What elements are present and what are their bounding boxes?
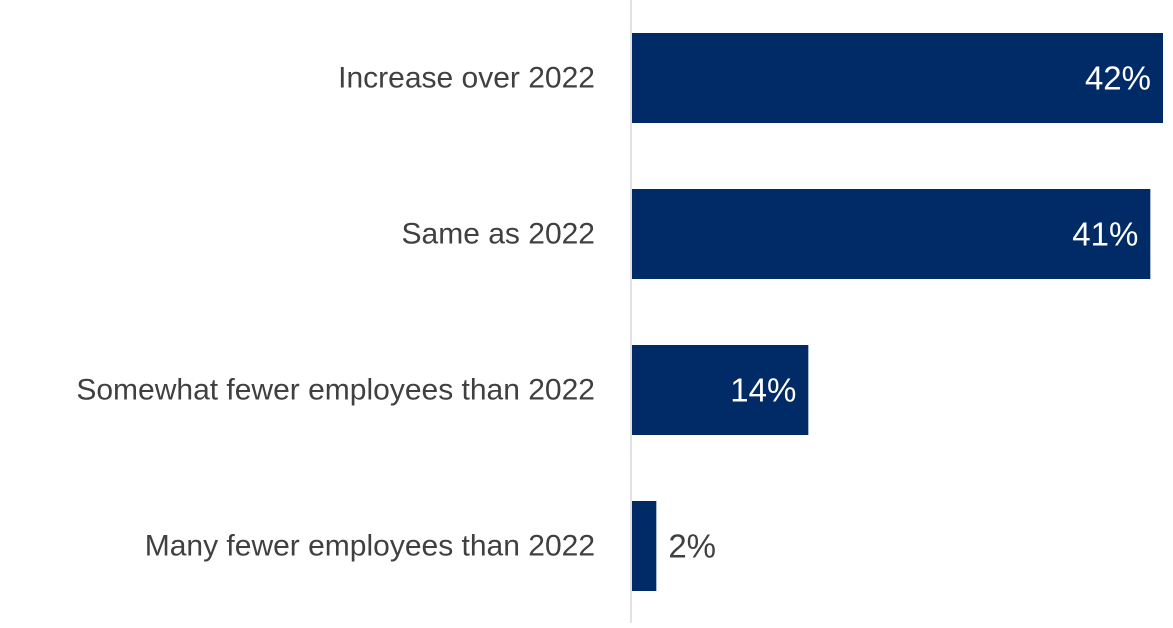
bar-4 xyxy=(632,501,657,591)
category-label-4: Many fewer employees than 2022 xyxy=(145,530,595,563)
data-label-1: 42% xyxy=(1085,60,1151,97)
data-labels-layer: 42% 41% 14% 2% xyxy=(668,60,1151,565)
category-label-3: Somewhat fewer employees than 2022 xyxy=(76,374,595,407)
bar-2 xyxy=(632,189,1151,279)
bar-3 xyxy=(632,345,809,435)
category-label-1: Increase over 2022 xyxy=(338,62,595,95)
bars-layer xyxy=(632,33,1163,591)
data-label-4: 2% xyxy=(668,528,716,565)
data-label-3: 14% xyxy=(730,372,796,409)
data-label-2: 41% xyxy=(1072,216,1138,253)
bar-1 xyxy=(632,33,1163,123)
category-label-2: Same as 2022 xyxy=(402,218,595,251)
category-labels-layer: Increase over 2022 Same as 2022 Somewhat f… xyxy=(76,62,595,563)
